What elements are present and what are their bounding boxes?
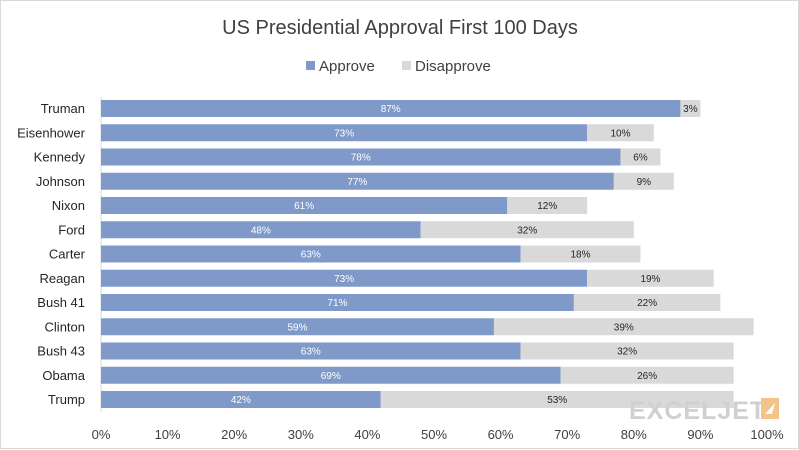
data-label-approve: 78% [351,153,371,164]
bar-disapprove [520,245,641,263]
category-label: Carter [49,247,86,262]
data-label-disapprove: 22% [637,298,657,309]
category-label: Clinton [45,319,85,334]
data-label-disapprove: 12% [537,201,557,212]
data-label-disapprove: 53% [547,395,567,406]
data-label-approve: 63% [301,250,321,261]
watermark-logo-arrow-icon [765,403,775,414]
data-label-disapprove: 26% [637,371,657,382]
bar-disapprove [587,124,654,142]
x-tick-label: 0% [92,427,111,442]
x-tick-label: 30% [288,427,314,442]
data-label-approve: 63% [301,347,321,358]
data-label-approve: 73% [334,128,354,139]
bar-approve [101,221,421,239]
category-label: Truman [41,101,85,116]
x-tick-label: 20% [221,427,247,442]
data-label-approve: 87% [381,104,401,115]
bar-approve [101,245,521,263]
bar-approve [101,294,574,311]
legend-label-disapprove: Disapprove [415,58,491,75]
bar-disapprove [560,366,734,384]
data-label-approve: 77% [347,177,367,188]
category-label: Reagan [39,271,85,286]
data-label-disapprove: 18% [571,250,591,261]
bar-approve [101,197,508,214]
bar-disapprove [507,197,588,214]
bar-disapprove [520,342,734,360]
bar-disapprove [420,221,634,239]
plot-area: Truman 87% 3% Eisenhower 73% 10% Kennedy 78% 6% J… [17,97,784,442]
x-tick-label: 60% [488,427,514,442]
x-tick-label: 10% [155,427,181,442]
legend-swatch-approve [306,61,315,70]
bar-disapprove [620,148,661,166]
data-label-approve: 59% [287,322,307,333]
bar-approve [101,148,621,166]
data-label-disapprove: 32% [617,347,637,358]
data-label-disapprove: 19% [640,274,660,285]
data-label-disapprove: 32% [517,225,537,236]
category-label: Nixon [52,198,85,213]
data-label-disapprove: 3% [683,104,698,115]
data-label-disapprove: 6% [633,153,648,164]
exceljet-watermark: EXCELJET [629,397,779,425]
category-label: Ford [58,222,85,237]
bar-approve [101,366,561,384]
bar-approve [101,124,588,142]
category-label: Eisenhower [17,125,86,140]
category-label: Bush 43 [37,344,85,359]
bar-approve [101,269,588,287]
bar-approve [101,318,494,336]
bar-disapprove [587,269,714,287]
bar-disapprove [613,172,674,190]
bar-disapprove [493,318,754,336]
chart-title: US Presidential Approval First 100 Days [222,17,578,39]
x-tick-label: 100% [750,427,784,442]
data-label-approve: 48% [251,225,271,236]
data-label-approve: 42% [231,395,251,406]
category-label: Obama [42,368,85,383]
data-label-disapprove: 39% [614,322,634,333]
x-tick-label: 90% [687,427,713,442]
x-tick-label: 50% [421,427,447,442]
data-label-disapprove: 9% [637,177,652,188]
category-label: Kennedy [34,150,86,165]
data-label-approve: 73% [334,274,354,285]
x-tick-label: 70% [554,427,580,442]
bar-approve [101,100,681,117]
legend-label-approve: Approve [319,58,375,75]
category-label: Johnson [36,174,85,189]
category-label: Trump [48,392,85,407]
bar-approve [101,391,381,408]
bar-disapprove [680,100,701,117]
data-label-approve: 61% [294,201,314,212]
data-label-approve: 71% [327,298,347,309]
category-label: Bush 41 [37,295,85,310]
bar-disapprove [573,294,721,311]
bar-disapprove [380,391,734,408]
data-label-disapprove: 10% [610,128,630,139]
data-label-approve: 69% [321,371,341,382]
x-tick-label: 80% [621,427,647,442]
bar-approve [101,342,521,360]
legend-swatch-disapprove [402,61,411,70]
bar-approve [101,172,614,190]
watermark-text: EXCELJET [629,397,766,425]
x-tick-label: 40% [354,427,380,442]
chart-legend: Approve Disapprove [306,58,491,75]
